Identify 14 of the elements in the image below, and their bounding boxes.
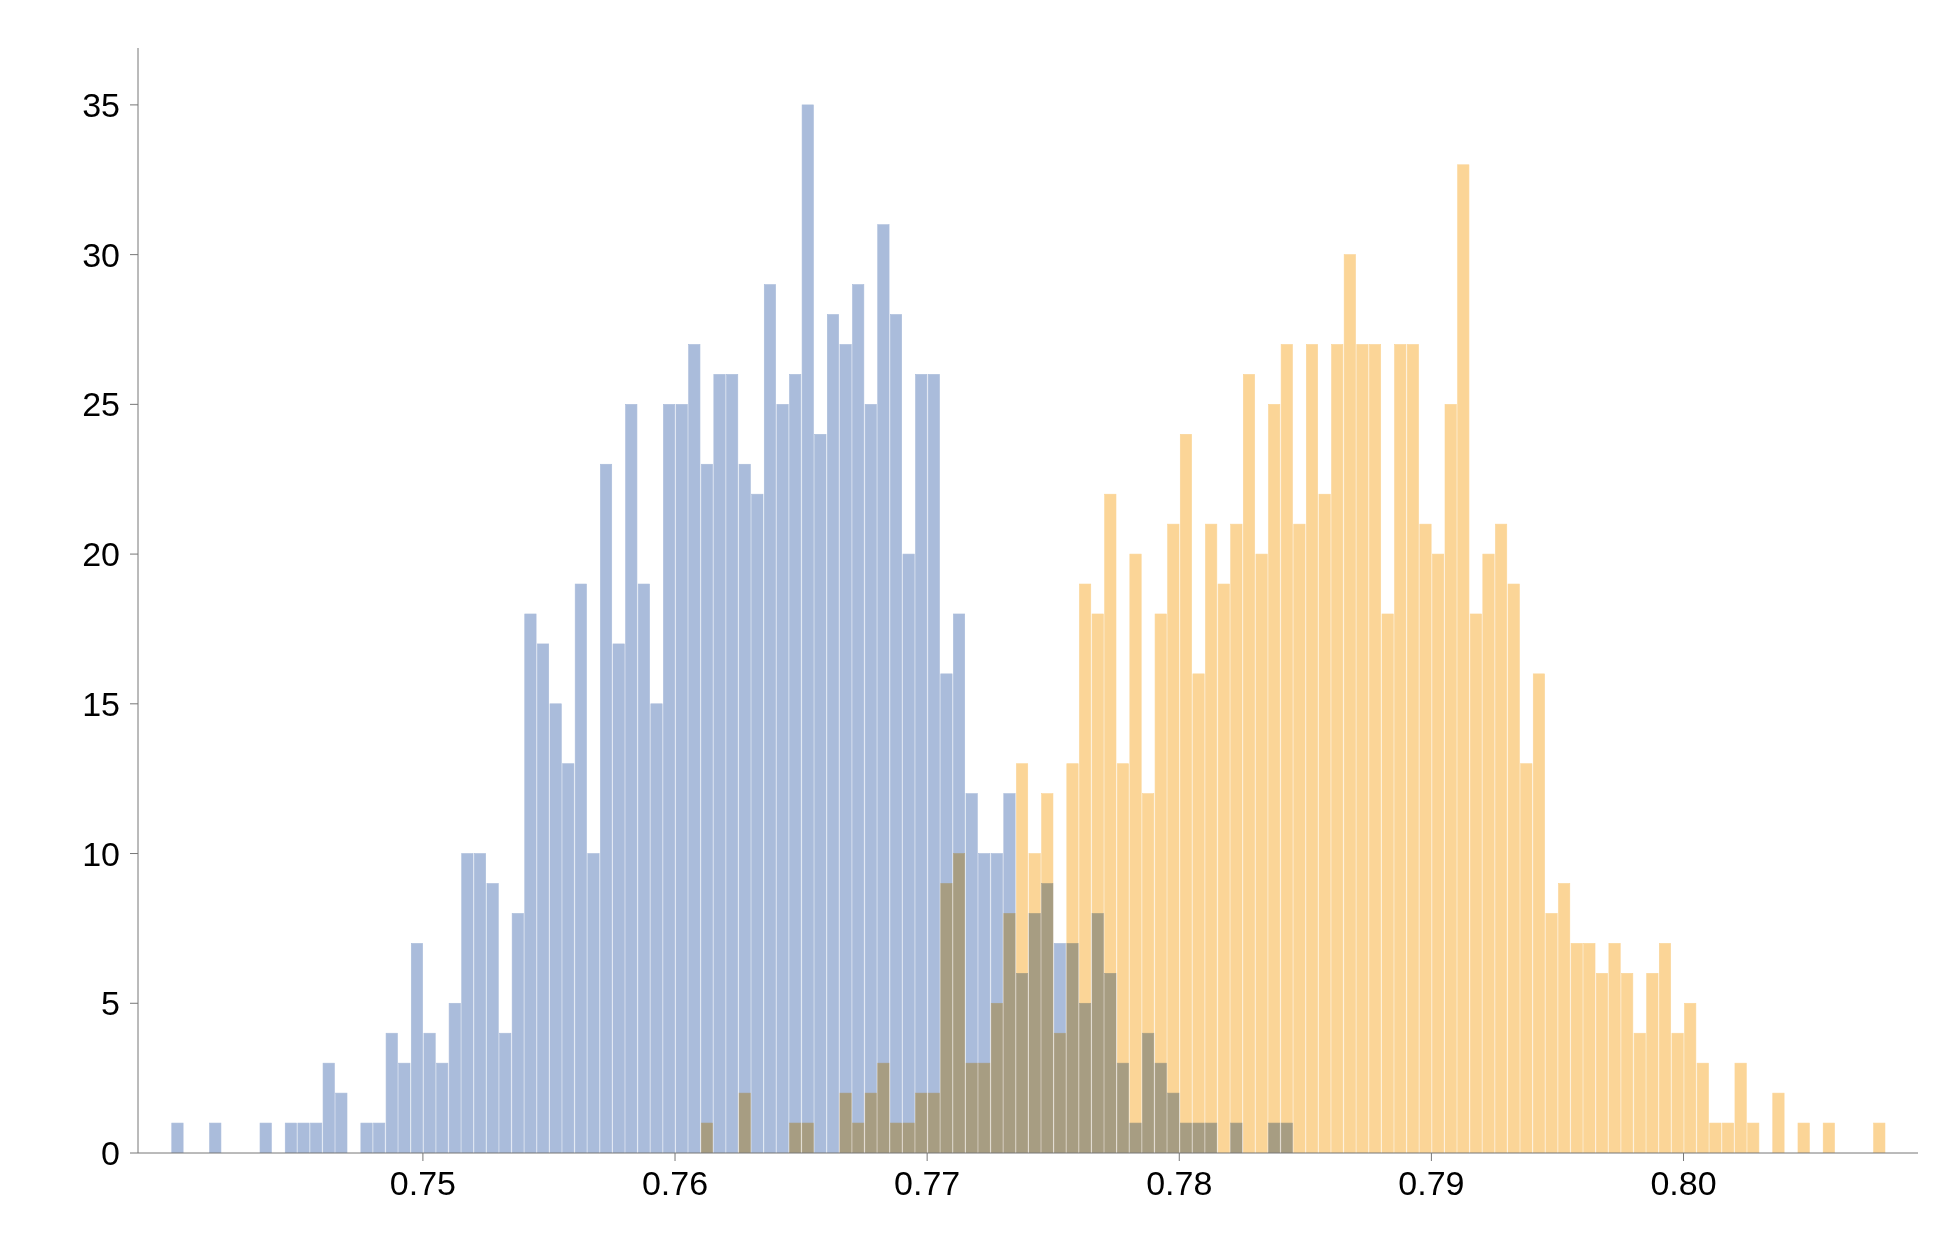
x-tick-label: 0.76 (641, 1164, 709, 1203)
x-tick-label: 0.80 (1650, 1164, 1717, 1203)
y-tick-label: 0 (101, 1134, 120, 1173)
x-tick-label: 0.77 (894, 1164, 961, 1203)
x-tick-label: 0.78 (1146, 1164, 1213, 1203)
x-tick-label: 0.79 (1398, 1164, 1465, 1203)
y-tick-label: 5 (101, 984, 120, 1023)
y-tick-label: 10 (82, 834, 120, 873)
y-tick-label: 15 (82, 684, 120, 723)
y-tick-label: 25 (82, 385, 120, 424)
y-tick-label: 20 (82, 535, 120, 574)
y-tick-label: 35 (82, 85, 120, 124)
x-tick-label: 0.75 (389, 1164, 456, 1203)
y-tick-label: 30 (82, 235, 120, 274)
